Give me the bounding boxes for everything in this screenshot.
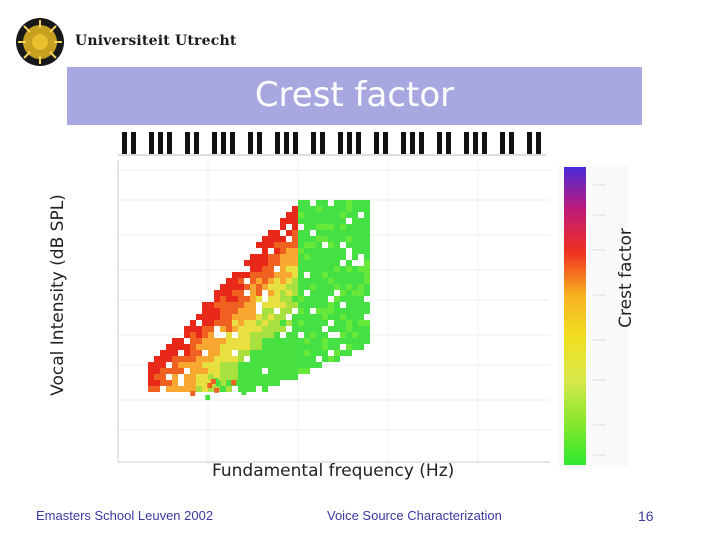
- footer-left: Emasters School Leuven 2002: [36, 508, 214, 523]
- piano-key: [221, 132, 226, 154]
- page-number: 16: [638, 508, 654, 524]
- piano-key: [536, 132, 541, 154]
- slide-title: Crest factor: [254, 75, 455, 115]
- piano-key: [167, 132, 172, 154]
- piano-key: [401, 132, 406, 154]
- piano-key: [410, 132, 415, 154]
- piano-key: [275, 132, 280, 154]
- y-axis-label: Vocal Intensity (dB SPL): [48, 194, 68, 396]
- piano-key: [419, 132, 424, 154]
- piano-key: [527, 132, 532, 154]
- sun-seal-icon: [16, 18, 64, 66]
- piano-key: [185, 132, 190, 154]
- piano-key: [473, 132, 478, 154]
- piano-key: [194, 132, 199, 154]
- piano-key: [374, 132, 379, 154]
- piano-key: [437, 132, 442, 154]
- piano-key: [158, 132, 163, 154]
- piano-key: [122, 132, 127, 154]
- piano-key: [131, 132, 136, 154]
- piano-key: [509, 132, 514, 154]
- institution-name: Universiteit Utrecht: [75, 33, 237, 49]
- footer-center: Voice Source Characterization: [327, 508, 502, 523]
- piano-key: [338, 132, 343, 154]
- piano-key: [311, 132, 316, 154]
- piano-key: [257, 132, 262, 154]
- piano-key: [464, 132, 469, 154]
- x-axis-label: Fundamental frequency (Hz): [212, 461, 455, 481]
- piano-key: [320, 132, 325, 154]
- piano-key: [248, 132, 253, 154]
- piano-key: [347, 132, 352, 154]
- heatmap-plot: [88, 160, 550, 465]
- piano-key: [230, 132, 235, 154]
- piano-key: [383, 132, 388, 154]
- piano-key: [356, 132, 361, 154]
- piano-key: [482, 132, 487, 154]
- colorbar-gradient: [564, 167, 586, 465]
- piano-key: [212, 132, 217, 154]
- piano-key: [149, 132, 154, 154]
- title-bar: Crest factor: [67, 67, 642, 125]
- piano-key: [293, 132, 298, 154]
- piano-key: [446, 132, 451, 154]
- piano-keyboard-icon: [118, 132, 546, 156]
- piano-key: [284, 132, 289, 154]
- piano-key: [500, 132, 505, 154]
- crest-factor-colorbar: [558, 165, 628, 467]
- heatmap-cells: [148, 200, 370, 401]
- colorbar-label: Crest factor: [616, 228, 636, 328]
